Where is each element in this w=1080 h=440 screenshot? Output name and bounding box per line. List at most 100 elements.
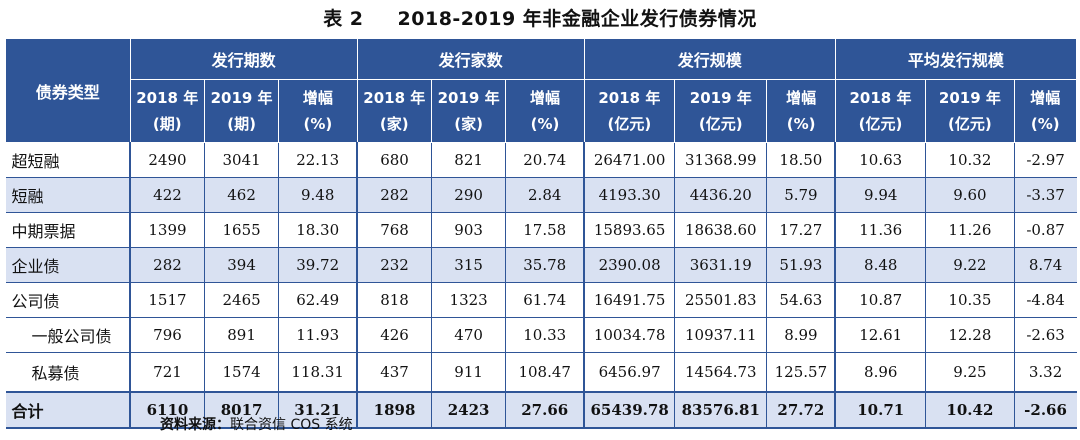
cell: 31.21 [278, 391, 358, 429]
cell: -2.97 [1013, 142, 1077, 178]
cell: 821 [430, 142, 506, 178]
header-sub: 增幅 (%) [278, 79, 358, 143]
cell: 51.93 [766, 247, 836, 283]
cell: 65439.78 [583, 391, 675, 429]
cell: 11.36 [834, 212, 926, 248]
table-row: 私募债 721 1574 118.31 437 911 108.47 6456.97 14… [5, 352, 1077, 393]
cell: 1655 [203, 212, 279, 248]
cell: 10.33 [505, 317, 585, 353]
cell: 470 [430, 317, 506, 353]
cell: 796 [129, 317, 205, 353]
cell: 1399 [129, 212, 205, 248]
cell: 17.27 [766, 212, 836, 248]
row-label: 合计 [5, 391, 131, 429]
header-sub: 增幅 (%) [766, 79, 836, 143]
cell: 903 [430, 212, 506, 248]
cell: 426 [356, 317, 432, 353]
cell: 18.30 [278, 212, 358, 248]
cell: 39.72 [278, 247, 358, 283]
cell: 18.50 [766, 142, 836, 178]
cell: 394 [203, 247, 279, 283]
cell: 680 [356, 142, 432, 178]
row-label: 中期票据 [5, 212, 131, 248]
cell: 891 [203, 317, 279, 353]
cell: 62.49 [278, 282, 358, 318]
header-sub: 2019 年 (亿元) [925, 79, 1015, 143]
header-sub: 2019 年 (亿元) [674, 79, 768, 143]
cell: 25501.83 [674, 282, 767, 318]
header-group-issues: 发行期数 [129, 38, 358, 80]
cell: 10.71 [834, 391, 926, 429]
cell: 27.66 [505, 391, 585, 429]
cell: 12.61 [834, 317, 926, 353]
cell: 118.31 [278, 352, 358, 393]
table-title: 表 2 2018-2019 年非金融企业发行债券情况 [0, 2, 1080, 36]
cell: 10.32 [925, 142, 1015, 178]
row-label: 私募债 [5, 352, 131, 393]
cell: 721 [129, 352, 205, 393]
table-number: 表 2 [323, 8, 364, 30]
cell: 10.63 [834, 142, 926, 178]
source-note: 资料来源：联合资信 COS 系统 [160, 414, 353, 434]
cell: 8.96 [834, 352, 926, 393]
header-sub: 2019 年 (家) [430, 79, 507, 143]
table-row: 短融 422 462 9.48 282 290 2.84 4193.30 4436.20 5… [5, 177, 1077, 213]
row-label: 超短融 [5, 142, 131, 178]
cell: 282 [129, 247, 205, 283]
cell: -3.37 [1013, 177, 1077, 213]
header-sub: 2018 年 (家) [356, 79, 432, 143]
cell: 2490 [129, 142, 205, 178]
cell: 437 [356, 352, 432, 393]
cell: 108.47 [505, 352, 585, 393]
table-title-text: 2018-2019 年非金融企业发行债券情况 [397, 8, 757, 30]
cell: 290 [430, 177, 506, 213]
row-label: 企业债 [5, 247, 131, 283]
cell: 2423 [430, 391, 506, 429]
header-group-scale: 发行规模 [583, 38, 836, 80]
header-bond-type: 债券类型 [5, 38, 131, 143]
cell: 3041 [203, 142, 279, 178]
header-sub: 增幅 (%) [505, 79, 585, 143]
cell: 9.48 [278, 177, 358, 213]
cell: 15893.65 [583, 212, 675, 248]
cell: 27.72 [766, 391, 836, 429]
cell: 818 [356, 282, 432, 318]
cell: 10.87 [834, 282, 926, 318]
source-label: 资料来源： [160, 417, 230, 433]
cell: 54.63 [766, 282, 836, 318]
cell: 1898 [356, 391, 432, 429]
cell: -2.66 [1013, 391, 1077, 429]
cell: 5.79 [766, 177, 836, 213]
cell: 125.57 [766, 352, 836, 393]
cell: 8017 [203, 391, 279, 429]
table-row: 企业债 282 394 39.72 232 315 35.78 2390.08 3631.… [5, 247, 1077, 283]
table-row: 超短融 2490 3041 22.13 680 821 20.74 26471.00 31… [5, 142, 1077, 178]
cell: -0.87 [1013, 212, 1077, 248]
cell: 6110 [129, 391, 205, 429]
cell: 6456.97 [583, 352, 675, 393]
cell: 9.94 [834, 177, 926, 213]
table-row: 中期票据 1399 1655 18.30 768 903 17.58 15893.65 1… [5, 212, 1077, 248]
cell: 26471.00 [583, 142, 675, 178]
cell: 8.48 [834, 247, 926, 283]
cell: 9.22 [925, 247, 1015, 283]
cell: 8.74 [1013, 247, 1077, 283]
cell: 2465 [203, 282, 279, 318]
cell: 2390.08 [583, 247, 675, 283]
cell: 12.28 [925, 317, 1015, 353]
cell: 3631.19 [674, 247, 767, 283]
cell: 22.13 [278, 142, 358, 178]
cell: 232 [356, 247, 432, 283]
cell: 1323 [430, 282, 506, 318]
cell: 768 [356, 212, 432, 248]
header-group-avg-scale: 平均发行规模 [834, 38, 1078, 80]
cell: 10.42 [925, 391, 1015, 429]
bond-issuance-table: 债券类型 发行期数 发行家数 发行规模 平均发行规模 2018 年 (期) 201… [5, 38, 1078, 429]
header-sub: 2018 年 (亿元) [583, 79, 676, 143]
cell: 10937.11 [674, 317, 767, 353]
cell: 35.78 [505, 247, 585, 283]
cell: 1517 [129, 282, 205, 318]
header-group-issuers: 发行家数 [356, 38, 585, 80]
cell: 4193.30 [583, 177, 675, 213]
cell: 9.25 [925, 352, 1015, 393]
